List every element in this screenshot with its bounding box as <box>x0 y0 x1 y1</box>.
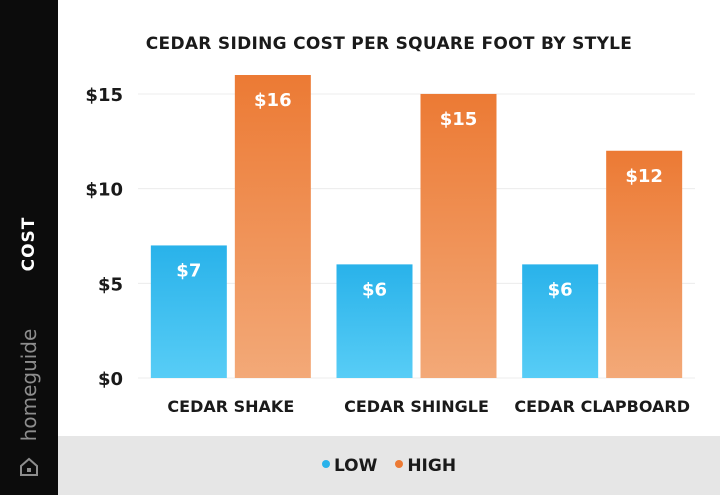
bar-high <box>606 150 683 378</box>
legend-label-high: HIGH <box>407 456 457 476</box>
y-tick-label: $10 <box>85 180 123 201</box>
legend-label-low: LOW <box>333 456 378 476</box>
data-label: $16 <box>254 90 292 111</box>
x-category-label: CEDAR CLAPBOARD <box>514 397 690 416</box>
y-tick-label: $5 <box>98 274 123 295</box>
legend-item-high: HIGH <box>395 456 456 476</box>
bar-low <box>150 245 227 378</box>
x-category-label: CEDAR SHAKE <box>167 397 294 416</box>
legend-item-low: LOW <box>321 456 378 476</box>
bar-low <box>522 264 599 378</box>
legend: LOW HIGH <box>58 456 720 476</box>
bar-high <box>234 75 311 378</box>
legend-dot-low <box>321 460 330 468</box>
data-label: $12 <box>625 166 663 187</box>
data-label: $7 <box>176 260 201 281</box>
bar-high <box>420 93 497 378</box>
sidebar: COST homeguide <box>0 0 58 495</box>
bar-chart: $0 $5 $10 $15 $7 $16 $6 $15 $6 $12 CEDAR SHAKE CE… <box>85 75 695 416</box>
data-label: $6 <box>548 279 573 300</box>
legend-dot-high <box>395 460 404 468</box>
y-tick-label: $15 <box>85 85 123 106</box>
legend-bar: LOW HIGH <box>58 436 720 495</box>
x-category-label: CEDAR SHINGLE <box>344 397 489 416</box>
house-icon <box>20 457 38 476</box>
chart-title: CEDAR SIDING COST PER SQUARE FOOT BY STY… <box>145 34 633 54</box>
y-tick-label: $0 <box>98 369 123 390</box>
bar-low <box>336 264 413 378</box>
data-label: $15 <box>440 109 478 130</box>
data-label: $6 <box>362 279 387 300</box>
